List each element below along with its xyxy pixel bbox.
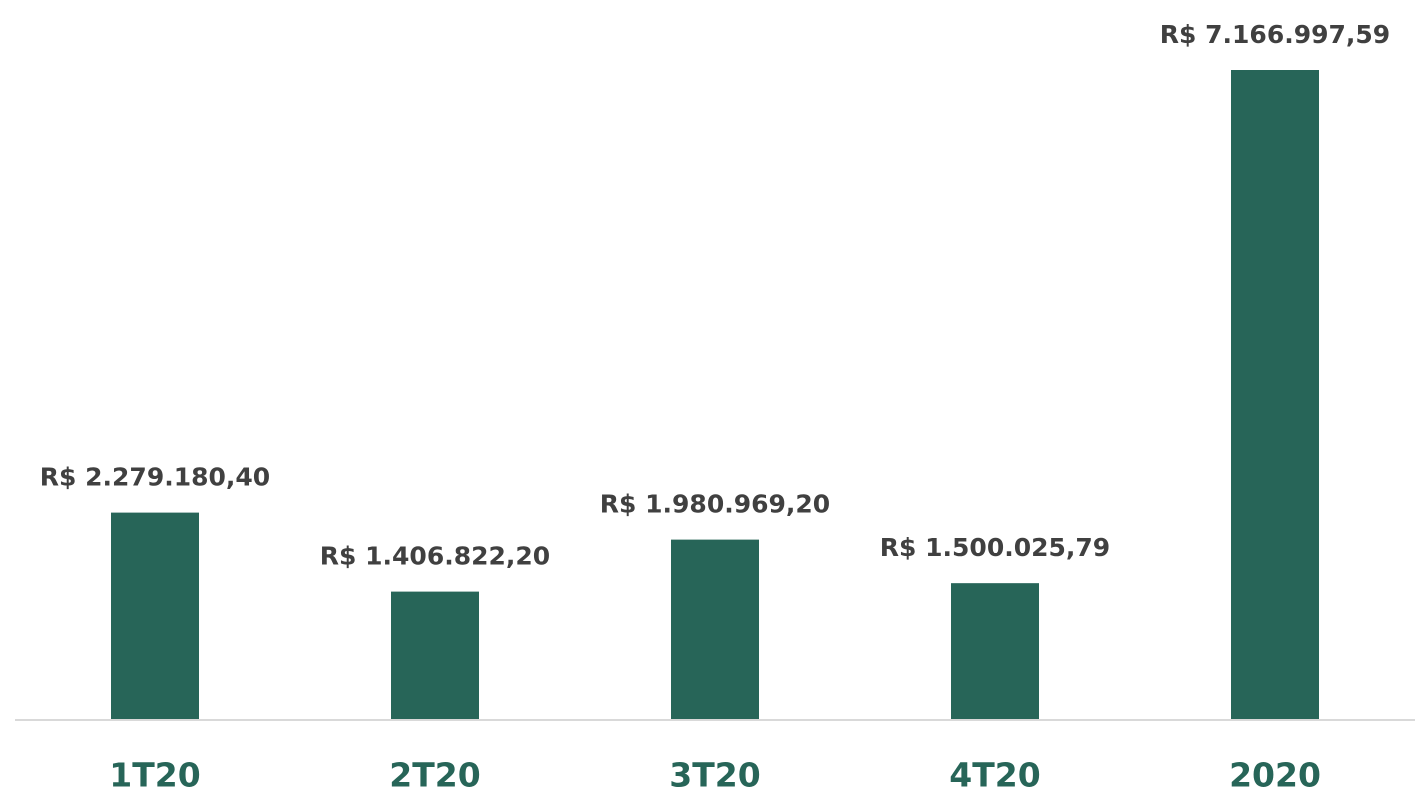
x-tick-label: 1T20 bbox=[109, 756, 200, 794]
value-label: R$ 1.980.969,20 bbox=[600, 490, 830, 519]
x-tick-label: 4T20 bbox=[949, 756, 1040, 794]
value-label: R$ 2.279.180,40 bbox=[40, 463, 270, 492]
x-tick-label: 2T20 bbox=[389, 756, 480, 794]
x-tick-label: 2020 bbox=[1229, 756, 1321, 794]
x-tick-label: 3T20 bbox=[669, 756, 760, 794]
bar bbox=[951, 583, 1039, 719]
value-label: R$ 1.500.025,79 bbox=[880, 533, 1110, 562]
bar bbox=[1231, 70, 1319, 719]
bar bbox=[111, 512, 199, 719]
value-label: R$ 7.166.997,59 bbox=[1160, 20, 1390, 49]
value-label: R$ 1.406.822,20 bbox=[320, 542, 550, 571]
bar bbox=[391, 591, 479, 719]
bar bbox=[671, 539, 759, 719]
